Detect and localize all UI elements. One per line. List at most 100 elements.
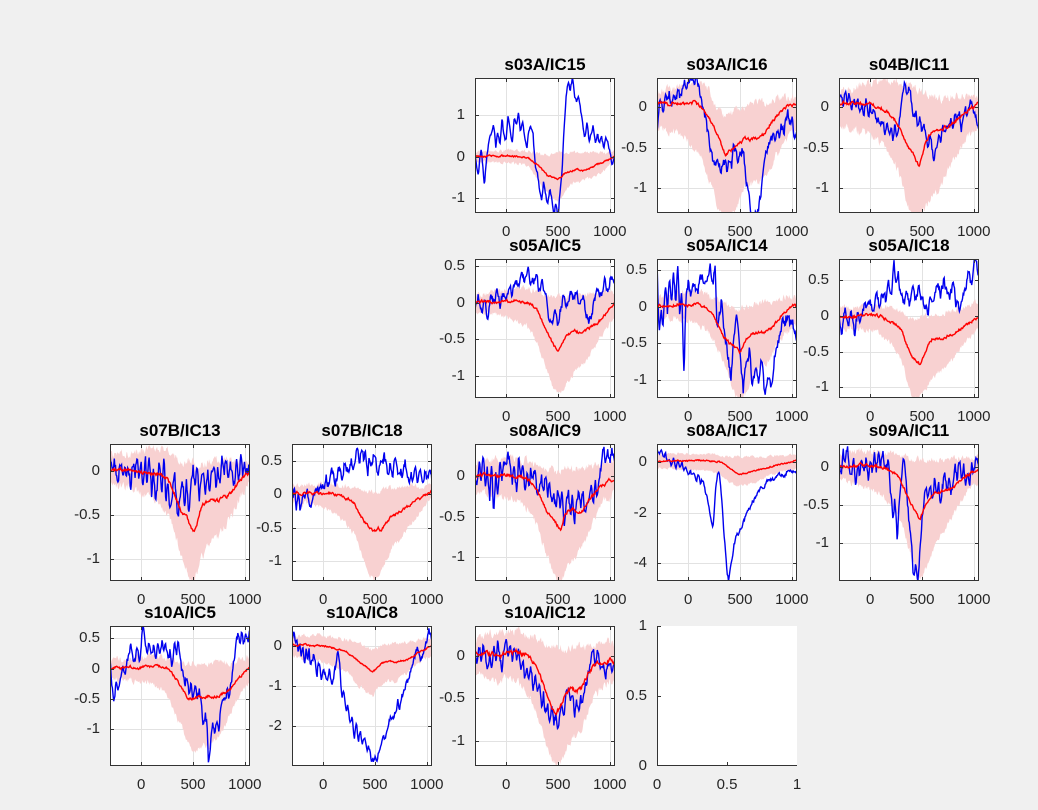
- y-tick-label: -1: [451, 731, 465, 749]
- confidence-band: [475, 284, 615, 394]
- subplot-title: s07B/IC18: [321, 421, 403, 440]
- subplot-s09A-IC11: [839, 444, 979, 581]
- x-tick-label: 0: [501, 591, 511, 608]
- x-tick-label: 500: [727, 223, 753, 240]
- y-tick-label: 0: [638, 297, 647, 315]
- subplot-plot-area: [475, 444, 615, 581]
- confidence-band: [475, 148, 615, 202]
- x-tick-label: 500: [727, 408, 753, 425]
- subplot-plot-area: [475, 78, 615, 213]
- y-tick-label: -0.5: [803, 138, 829, 156]
- subplot-plot-area: [839, 259, 979, 398]
- x-tick-label: 0: [501, 776, 511, 793]
- x-tick-label: 0: [318, 776, 328, 793]
- axes-box: [657, 444, 797, 581]
- mean-line: [292, 488, 432, 533]
- y-tick-label: -1: [451, 547, 465, 565]
- y-tick-label: 0: [456, 293, 465, 311]
- mean-line: [475, 298, 615, 352]
- y-tick-label: 0: [820, 457, 829, 475]
- y-tick-label: 0: [638, 452, 647, 470]
- subplot-title: s10A/IC5: [144, 603, 216, 622]
- y-tick-label: -2: [633, 503, 647, 521]
- subplot-s08A-IC17: [657, 444, 797, 581]
- y-tick-label: -0.5: [621, 138, 647, 156]
- y-tick-label: -1: [268, 551, 282, 569]
- trial-line: [292, 447, 432, 511]
- axes-box: [839, 444, 979, 581]
- y-tick-label: -0.5: [439, 689, 465, 707]
- subplot-plot-area: [292, 444, 432, 581]
- y-tick-label: -0.5: [74, 690, 100, 708]
- subplot-plot-area: [110, 444, 250, 581]
- mean-line: [475, 647, 615, 716]
- x-tick-label: 1000: [775, 223, 809, 240]
- confidence-band: [475, 454, 615, 581]
- trial-line: [657, 447, 797, 581]
- y-tick-label: 0.5: [261, 451, 282, 469]
- x-tick-label: 1000: [775, 408, 809, 425]
- x-tick-label: 0.5: [716, 776, 738, 793]
- x-tick-label: 500: [180, 591, 206, 608]
- x-tick-label: 1000: [410, 591, 444, 608]
- y-tick-label: 0: [91, 659, 100, 677]
- subplot-plot-area: [475, 259, 615, 398]
- subplot-s07B-IC13: [110, 444, 250, 581]
- x-tick-label: 1000: [410, 776, 444, 793]
- axes-box: [839, 78, 979, 213]
- subplot-plot-area: [292, 626, 432, 766]
- trial-line: [839, 259, 979, 337]
- y-tick-label: -0.5: [439, 330, 465, 348]
- y-tick-label: 0: [638, 97, 647, 115]
- y-tick-label: 0: [273, 637, 282, 654]
- subplot-s07B-IC18: [292, 444, 432, 581]
- subplot-title: s05A/IC14: [686, 236, 768, 255]
- y-tick-label: 0: [820, 307, 829, 325]
- x-tick-label: 1000: [957, 408, 991, 425]
- subplot-plot-area: [839, 444, 979, 581]
- subplot-title: s05A/IC5: [509, 236, 581, 255]
- x-tick-label: 1000: [228, 591, 262, 608]
- y-tick-label: -1: [633, 179, 647, 197]
- y-tick-label: 1: [456, 106, 465, 124]
- subplot-plot-area: [657, 259, 797, 398]
- subplot-title: s03A/IC16: [686, 55, 768, 74]
- subplot-title: s04B/IC11: [868, 55, 950, 74]
- subplot-title: s05A/IC18: [868, 236, 950, 255]
- y-tick-label: -0.5: [74, 505, 100, 523]
- x-tick-label: 500: [180, 776, 206, 793]
- x-tick-label: 1000: [957, 223, 991, 240]
- x-tick-label: 500: [545, 591, 571, 608]
- trial-line: [475, 446, 615, 526]
- mean-line: [292, 642, 432, 673]
- axes-box: [839, 259, 979, 398]
- x-tick-label: 1000: [593, 223, 627, 240]
- mean-line: [110, 663, 250, 702]
- y-tick-label: 0: [638, 757, 647, 774]
- confidence-band: [839, 78, 979, 213]
- subplot-s10A-IC8: [292, 626, 432, 766]
- x-tick-label: 0: [683, 591, 693, 608]
- axes-box: [292, 626, 432, 766]
- x-tick-label: 0: [865, 591, 875, 608]
- mean-line: [839, 99, 979, 168]
- x-tick-label: 1000: [775, 591, 809, 608]
- x-tick-label: 500: [909, 223, 935, 240]
- mean-line: [657, 301, 797, 355]
- subplot-s10A-IC12: [475, 626, 615, 766]
- subplot-s05A-IC5: [475, 259, 615, 398]
- y-tick-label: 0.5: [626, 687, 647, 704]
- y-tick-label: 0.5: [444, 257, 465, 275]
- subplot-s05A-IC18: [839, 259, 979, 398]
- y-tick-label: -0.5: [256, 518, 282, 536]
- y-tick-label: -1: [451, 367, 465, 385]
- x-tick-label: 0: [136, 591, 146, 608]
- y-tick-label: 0: [91, 461, 100, 479]
- y-tick-label: 0: [820, 97, 829, 115]
- empty-plot-area: [657, 626, 797, 766]
- confidence-band: [292, 481, 432, 581]
- y-tick-label: 0.5: [79, 629, 100, 647]
- y-tick-label: -1: [86, 720, 100, 738]
- y-tick-label: 0.5: [808, 271, 829, 289]
